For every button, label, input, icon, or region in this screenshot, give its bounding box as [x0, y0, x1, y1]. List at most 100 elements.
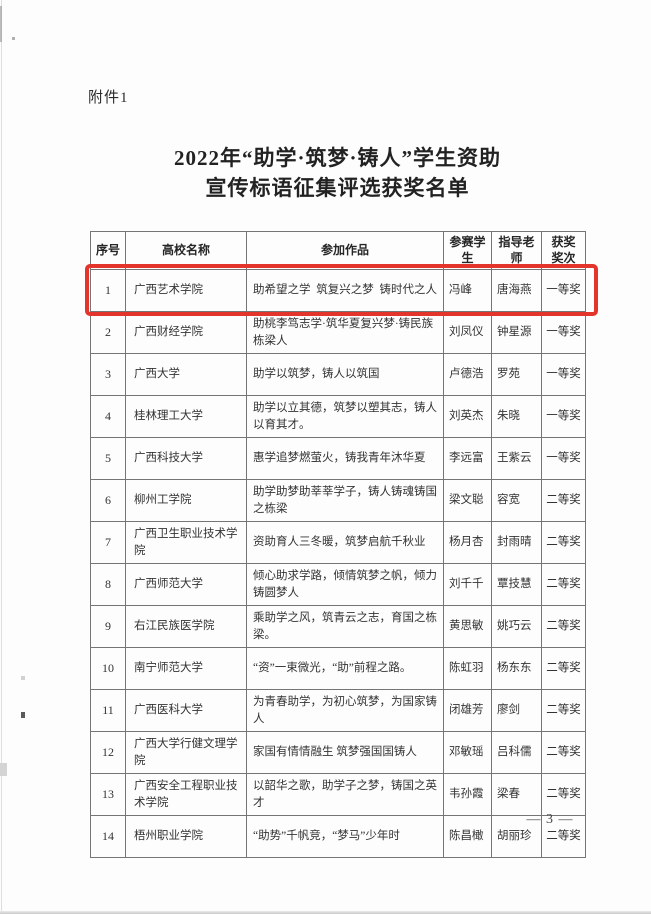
cell-student: 冯峰	[443, 269, 492, 312]
table-row: 2 广西财经学院 助桃李笃志学·筑华夏复兴梦·铸民族栋梁人 刘凤仪 钟星源 一等奖	[90, 311, 586, 354]
table-row: 11 广西医科大学 为青春助学，为初心筑梦，为国家铸人 闭雄芳 廖剑 二等奖	[90, 689, 586, 732]
cell-student: 杨月杏	[443, 521, 492, 564]
table-row: 4 桂林理工大学 助学以立其德，筑梦以塑其志，铸人以育其才。 刘英杰 朱晓 一等奖	[90, 395, 586, 438]
cell-student: 邓敏瑶	[443, 731, 492, 774]
cell-work: 助学以立其德，筑梦以塑其志，铸人以育其才。	[246, 395, 444, 438]
cell-work: 乘助学之风，筑青云之志，育国之栋梁。	[246, 605, 444, 648]
cell-student: 黄思敏	[443, 605, 492, 648]
cell-award: 一等奖	[541, 395, 586, 438]
document-title: 2022年“助学·筑梦·铸人”学生资助 宣传标语征集评选获奖名单	[60, 143, 615, 203]
cell-teacher: 朱晓	[491, 395, 542, 438]
cell-student: 陈虹羽	[443, 647, 492, 690]
cell-no: 13	[90, 773, 126, 816]
cell-award: 二等奖	[541, 479, 586, 522]
cell-award: 一等奖	[541, 311, 586, 354]
column-header: 获奖 奖次	[541, 231, 586, 270]
scan-edge-left	[1, 0, 2, 914]
cell-work: “资”一束微光，“助”前程之路。	[246, 647, 444, 690]
document-title-line2: 宣传标语征集评选获奖名单	[205, 176, 470, 200]
cell-award: 一等奖	[541, 269, 586, 312]
cell-school: 广西大学	[125, 353, 247, 396]
column-header: 参加作品	[246, 231, 444, 270]
cell-teacher: 杨东东	[491, 647, 542, 690]
cell-award: 二等奖	[541, 773, 586, 816]
cell-work: 家国有情情融生 筑梦强国国铸人	[246, 731, 444, 774]
cell-student: 刘凤仪	[443, 311, 492, 354]
column-header: 高校名称	[125, 231, 247, 270]
column-header: 参赛学 生	[443, 231, 492, 270]
cell-student: 卢德浩	[443, 353, 492, 396]
scan-blot	[21, 676, 25, 680]
scan-edge-bottom	[0, 911, 651, 914]
cell-work: 以韶华之歌，助学子之梦，铸国之英才	[246, 773, 444, 816]
cell-teacher: 容宽	[491, 479, 542, 522]
table-row-highlighted: 1 广西艺术学院 助希望之学 筑复兴之梦 铸时代之人 冯峰 唐海燕 一等奖	[90, 269, 586, 312]
cell-school: 南宁师范大学	[125, 647, 247, 690]
cell-award: 二等奖	[541, 689, 586, 732]
table-row: 9 右江民族医学院 乘助学之风，筑青云之志，育国之栋梁。 黄思敏 姚巧云 二等奖	[90, 605, 586, 648]
cell-school: 广西医科大学	[125, 689, 247, 732]
scan-blot	[0, 763, 7, 776]
cell-work: 助桃李笃志学·筑华夏复兴梦·铸民族栋梁人	[246, 311, 444, 354]
cell-school: 广西科技大学	[125, 437, 247, 480]
cell-student: 闭雄芳	[443, 689, 492, 732]
table-header-row: 序号 高校名称 参加作品 参赛学 生指导老 师获奖 奖次	[90, 231, 586, 270]
cell-teacher: 覃技慧	[491, 563, 542, 606]
cell-award: 二等奖	[541, 815, 586, 858]
table-row: 8 广西师范大学 倾心助求学路，倾情筑梦之帆，倾力铸圆梦人 刘千千 覃技慧 二等奖	[90, 563, 586, 606]
cell-teacher: 梁春	[491, 773, 542, 816]
cell-work: 助学以筑梦，铸人以筑国	[246, 353, 444, 396]
cell-no: 2	[90, 311, 126, 354]
table-row: 3 广西大学 助学以筑梦，铸人以筑国 卢德浩 罗苑 一等奖	[90, 353, 586, 396]
table-row: 7 广西卫生职业技术学院 资助育人三冬暖，筑梦启航千秋业 杨月杏 封雨晴 二等奖	[90, 521, 586, 564]
cell-no: 3	[90, 353, 126, 396]
cell-work: “助势”千帆竞，“梦马”少年时	[246, 815, 444, 858]
cell-award: 二等奖	[541, 605, 586, 648]
cell-student: 梁文聪	[443, 479, 492, 522]
cell-teacher: 廖剑	[491, 689, 542, 732]
cell-school: 梧州职业学院	[125, 815, 247, 858]
cell-no: 12	[90, 731, 126, 774]
cell-work: 助学助梦助莘莘学子，铸人铸魂铸国之栋梁	[246, 479, 444, 522]
page-number: — 3 —	[526, 812, 574, 827]
cell-award: 二等奖	[541, 521, 586, 564]
column-header: 序号	[90, 231, 126, 270]
cell-teacher: 王紫云	[491, 437, 542, 480]
cell-school: 广西大学行健文理学院	[125, 731, 247, 774]
cell-student: 陈昌橄	[443, 815, 492, 858]
cell-teacher: 胡丽珍	[491, 815, 542, 858]
cell-work: 助希望之学 筑复兴之梦 铸时代之人	[246, 269, 444, 312]
cell-school: 广西艺术学院	[125, 269, 247, 312]
cell-teacher: 吕科儒	[491, 731, 542, 774]
cell-school: 广西财经学院	[125, 311, 247, 354]
cell-school: 广西安全工程职业技术学院	[125, 773, 247, 816]
cell-no: 7	[90, 521, 126, 564]
cell-student: 李远富	[443, 437, 492, 480]
table-row: 5 广西科技大学 惠学追梦燃萤火，铸我青年沐华夏 李远富 王紫云 一等奖	[90, 437, 586, 480]
attachment-label: 附件1	[88, 90, 129, 106]
cell-teacher: 姚巧云	[491, 605, 542, 648]
table-row: 10 南宁师范大学 “资”一束微光，“助”前程之路。 陈虹羽 杨东东 二等奖	[90, 647, 586, 690]
scan-blot	[21, 712, 25, 718]
cell-no: 11	[90, 689, 126, 732]
table-row: 6 柳州工学院 助学助梦助莘莘学子，铸人铸魂铸国之栋梁 梁文聪 容宽 二等奖	[90, 479, 586, 522]
cell-no: 6	[90, 479, 126, 522]
scan-blot	[12, 37, 15, 40]
cell-award: 二等奖	[541, 647, 586, 690]
cell-no: 9	[90, 605, 126, 648]
table-row: 14 梧州职业学院 “助势”千帆竞，“梦马”少年时 陈昌橄 胡丽珍 二等奖	[90, 815, 586, 858]
scan-edge-left-dark	[0, 6, 2, 42]
table-row: 13 广西安全工程职业技术学院 以韶华之歌，助学子之梦，铸国之英才 韦孙霞 梁春 二等奖	[90, 773, 586, 816]
cell-student: 刘千千	[443, 563, 492, 606]
cell-no: 10	[90, 647, 126, 690]
award-table: 序号 高校名称 参加作品 参赛学 生指导老 师获奖 奖次 1 广西艺术学院 助希望之学 筑…	[90, 231, 586, 858]
cell-teacher: 封雨晴	[491, 521, 542, 564]
cell-school: 右江民族医学院	[125, 605, 247, 648]
cell-school: 广西卫生职业技术学院	[125, 521, 247, 564]
cell-teacher: 罗苑	[491, 353, 542, 396]
cell-school: 柳州工学院	[125, 479, 247, 522]
cell-work: 为青春助学，为初心筑梦，为国家铸人	[246, 689, 444, 732]
cell-teacher: 唐海燕	[491, 269, 542, 312]
cell-school: 广西师范大学	[125, 563, 247, 606]
